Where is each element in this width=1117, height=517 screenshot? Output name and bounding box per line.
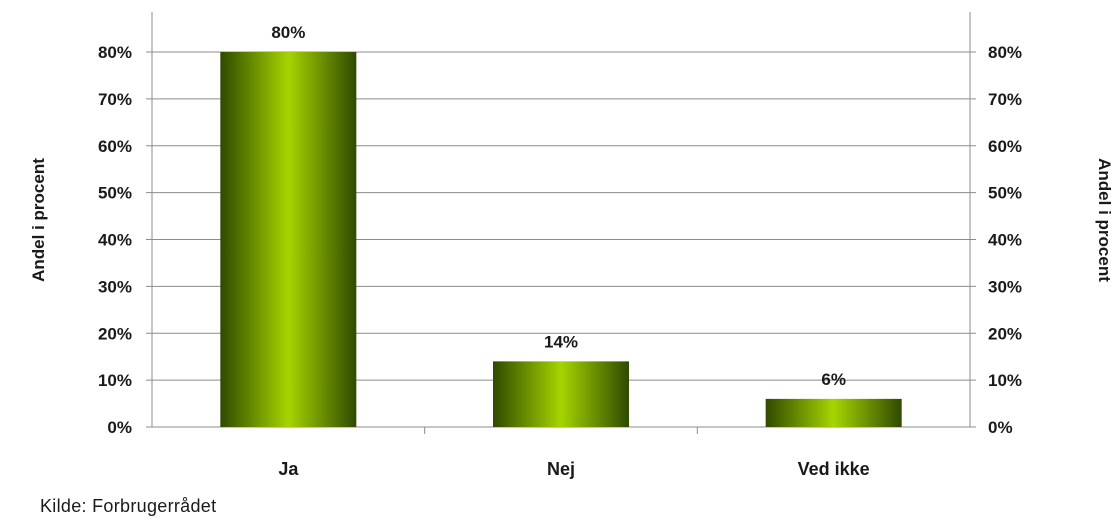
x-category-label: Ved ikke	[798, 459, 870, 479]
y-axis-title-right: Andel i procent	[1095, 158, 1114, 282]
y-tick-label-right: 0%	[988, 418, 1013, 437]
source-note: Kilde: Forbrugerrådet	[40, 496, 217, 516]
y-tick-label-right: 40%	[988, 231, 1022, 250]
data-label: 14%	[544, 332, 578, 351]
y-tick-label-left: 20%	[98, 324, 132, 343]
labels: 0% 0% 10% 10% 20% 20% 30% 30% 40% 40% 50% 50% 60% 60%…	[98, 23, 1022, 479]
bar-nej	[493, 361, 629, 427]
y-tick-label-left: 80%	[98, 43, 132, 62]
y-tick-label-right: 80%	[988, 43, 1022, 62]
y-tick-label-left: 50%	[98, 184, 132, 203]
y-tick-label-right: 70%	[988, 90, 1022, 109]
y-tick-label-left: 40%	[98, 231, 132, 250]
y-tick-label-right: 30%	[988, 277, 1022, 296]
y-tick-label-right: 20%	[988, 324, 1022, 343]
y-tick-label-right: 10%	[988, 371, 1022, 390]
y-tick-label-right: 60%	[988, 137, 1022, 156]
data-label: 6%	[821, 370, 846, 389]
bar-ja	[220, 52, 357, 427]
y-tick-label-left: 10%	[98, 371, 132, 390]
bar-ved-ikke	[765, 398, 902, 427]
y-tick-label-left: 0%	[107, 418, 132, 437]
y-tick-label-left: 30%	[98, 277, 132, 296]
x-category-label: Nej	[547, 459, 575, 479]
data-label: 80%	[271, 23, 305, 42]
y-tick-label-right: 50%	[988, 184, 1022, 203]
bars	[220, 52, 902, 427]
y-axis-title-left: Andel i procent	[29, 158, 48, 282]
x-category-label: Ja	[278, 459, 299, 479]
y-tick-label-left: 60%	[98, 137, 132, 156]
y-tick-label-left: 70%	[98, 90, 132, 109]
